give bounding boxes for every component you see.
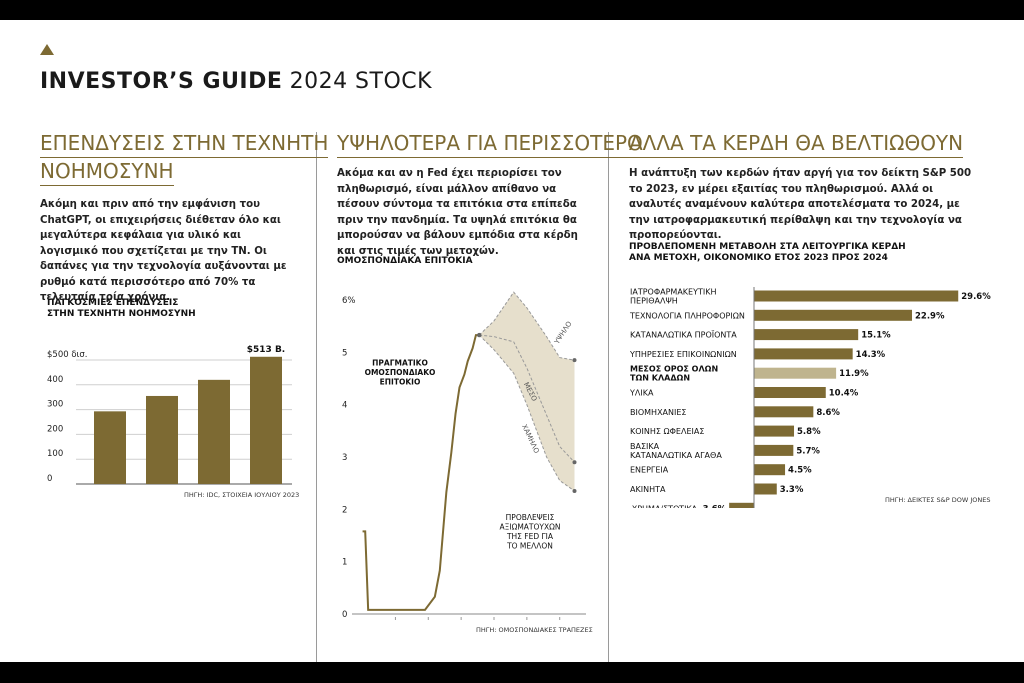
actual-rate-line (362, 334, 480, 611)
forecast-end-point (572, 460, 577, 465)
bar (754, 464, 786, 476)
category-label: ΧΡΗΜΑ/ΣΤΩΤΙΚΑ (632, 504, 698, 508)
column-divider (316, 132, 317, 662)
bar (754, 425, 795, 437)
triangle-icon (40, 44, 54, 55)
data-label: 15.1% (861, 331, 891, 341)
data-label: 5.8% (797, 427, 821, 437)
col1-body: Ακόμη και πριν από την εμφάνιση του Chat… (40, 199, 287, 303)
data-label: 29.6% (961, 292, 991, 302)
bar (754, 406, 814, 418)
bar (754, 290, 959, 302)
forecast-label: ΠΡΟΒΛΕΨΕΙΣ (506, 513, 555, 522)
page-title: INVESTOR’S GUIDE 2024 STOCK (40, 69, 433, 94)
category-label: ΙΑΤΡΟΦΑΡΜΑΚΕΥΤΙΚΗ (630, 288, 717, 297)
data-label: 8.6% (816, 408, 840, 418)
bar (198, 379, 230, 484)
forecast-label: ΤΟ ΜΕΛΛΟΝ (506, 541, 553, 550)
category-label: ΒΑΣΙΚΑ (630, 442, 660, 451)
forecast-band (479, 292, 575, 492)
col2-body: Ακόμα και αν η Fed έχει περιορίσει τον π… (337, 168, 578, 257)
category-label: ΤΩΝ ΚΛΑΔΩΝ (630, 374, 690, 383)
actual-end-point (477, 332, 482, 338)
forecast-label: ΑΞΙΩΜΑΤΟΥΧΩΝ (500, 522, 561, 531)
data-label: $513 B. (247, 345, 285, 355)
col1-chart-title: ΠΑΓΚΟΣΜΙΕΣ ΕΠΕΝΔΥΣΕΙΣ ΣΤΗΝ ΤΕΧΝΗΤΗ ΝΟΗΜΟΣ… (47, 298, 196, 319)
bar (754, 483, 777, 495)
bar (754, 348, 853, 360)
col2-title: ΥΨΗΛΟΤΕΡΑ ΓΙΑ ΠΕΡΙΣΣΟΤΕΡΟ (337, 130, 643, 158)
col2-source: ΠΗΓΗ: ΟΜΟΣΠΟΝΔΙΑΚΕΣ ΤΡΑΠΕΖΕΣ (476, 626, 593, 634)
col3-chart-title: ΠΡΟΒΛΕΠΟΜΕΝΗ ΜΕΤΑΒΟΛΗ ΣΤΑ ΛΕΙΤΟΥΡΓΙΚΑ ΚΕ… (629, 242, 906, 263)
forecast-end-point (572, 489, 577, 494)
forecast-end-point (572, 358, 577, 363)
bar (754, 367, 837, 379)
y-tick-label: 300 (47, 400, 63, 410)
forecast-low-line (478, 334, 575, 492)
forecast-label: ΤΗΣ FED ΓΙΑ (506, 532, 554, 541)
category-label: ΥΛΙΚΑ (629, 389, 654, 398)
y-tick-label: 6% (342, 296, 356, 306)
y-tick-label: $500 δισ. (47, 350, 88, 360)
ai-investment-chart: $500 δισ.40030020010002020202120222023 (… (47, 345, 292, 485)
col1-title: ΕΠΕΝΔΥΣΕΙΣ ΣΤΗΝ ΤΕΧΝΗΤΗ ΝΟΗΜΟΣΥΝΗ (40, 130, 329, 186)
actual-rate-label: ΕΠΙΤΟΚΙΟ (380, 377, 421, 386)
infographic-page: INVESTOR’S GUIDE 2024 STOCK ΕΠΕΝΔΥΣΕΙΣ Σ… (0, 20, 1024, 662)
y-tick-label: 5 (342, 348, 347, 358)
y-tick-label: 2 (342, 505, 347, 515)
y-tick-label: 100 (47, 449, 63, 459)
category-label: ΑΚΙΝΗΤΑ (630, 485, 666, 494)
bar (729, 502, 754, 508)
data-label: 3.3% (780, 485, 804, 495)
y-tick-label: 0 (342, 610, 347, 620)
y-tick-label: 0 (47, 474, 52, 484)
y-tick-label: 1 (342, 558, 347, 568)
column-divider (608, 132, 609, 662)
fed-rate-chart: 6%5432102020202120222023202420252026ΥΨΗΛ… (342, 291, 586, 620)
col3-title: ΑΛΛΑ ΤΑ ΚΕΡΔΗ ΘΑ ΒΕΛΤΙΩΘΟΥΝ (629, 130, 964, 158)
actual-rate-label: ΠΡΑΓΜΑΤΙΚΟ (372, 358, 428, 367)
data-label: 10.4% (829, 389, 859, 399)
actual-rate-label: ΟΜΟΣΠΟΝΔΙΑΚΟ (365, 368, 436, 377)
category-label: ΜΕΣΟΣ ΟΡΟΣ ΟΛΩΝ (630, 365, 718, 374)
y-tick-label: 200 (47, 424, 63, 434)
category-label: ΕΝΕΡΓΕΙΑ (630, 466, 669, 475)
col1-source: ΠΗΓΗ: IDC, ΣΤΟΙΧΕΙΑ ΙΟΥΛΙΟΥ 2023 (184, 491, 300, 499)
bar (754, 444, 794, 456)
y-tick-label: 4 (342, 401, 347, 411)
data-label: –3.6% (698, 504, 726, 508)
bar (94, 411, 126, 484)
col2-chart-title: ΟΜΟΣΠΟΝΔΙΑΚΑ ΕΠΙΤΟΚΙΑ (337, 256, 473, 266)
bar (250, 356, 282, 484)
bar (754, 329, 859, 341)
data-label: 14.3% (856, 350, 886, 360)
category-label: ΥΠΗΡΕΣΙΕΣ ΕΠΙΚΟΙΝΩΝΙΩΝ (629, 350, 737, 359)
bar (146, 395, 178, 484)
y-tick-label: 3 (342, 453, 347, 463)
col3-body: Η ανάπτυξη των κερδών ήταν αργή για τον … (629, 168, 972, 241)
bar (754, 387, 826, 398)
category-label: ΒΙΟΜΗΧΑΝΙΕΣ (630, 408, 686, 417)
data-label: 5.7% (796, 446, 820, 456)
col3-source: ΠΗΓΗ: ΔΕΙΚΤΕΣ S&P DOW JONES (885, 496, 991, 504)
forecast-high-line (478, 291, 575, 361)
data-label: 11.9% (839, 369, 869, 379)
bar (754, 309, 913, 321)
category-label: ΤΕΧΝΟΛΟΓΙΑ ΠΛΗΡΟΦΟΡΙΩΝ (629, 311, 745, 320)
data-label: 22.9% (915, 311, 945, 321)
category-label: ΚΑΤΑΝΑΛΩΤΙΚΑ ΠΡΟΪΟΝΤΑ (630, 330, 737, 340)
category-label: ΚΑΤΑΝΑΛΩΤΙΚΑ ΑΓΑΘΑ (630, 451, 722, 460)
band-label-high: ΥΨΗΛΟ (552, 320, 573, 347)
y-tick-label: 400 (47, 375, 63, 385)
data-label: 4.5% (788, 466, 812, 476)
category-label: ΠΕΡΙΘΑΛΨΗ (630, 297, 678, 306)
category-label: ΚΟΙΝΗΣ ΩΦΕΛΕΙΑΣ (630, 427, 704, 436)
